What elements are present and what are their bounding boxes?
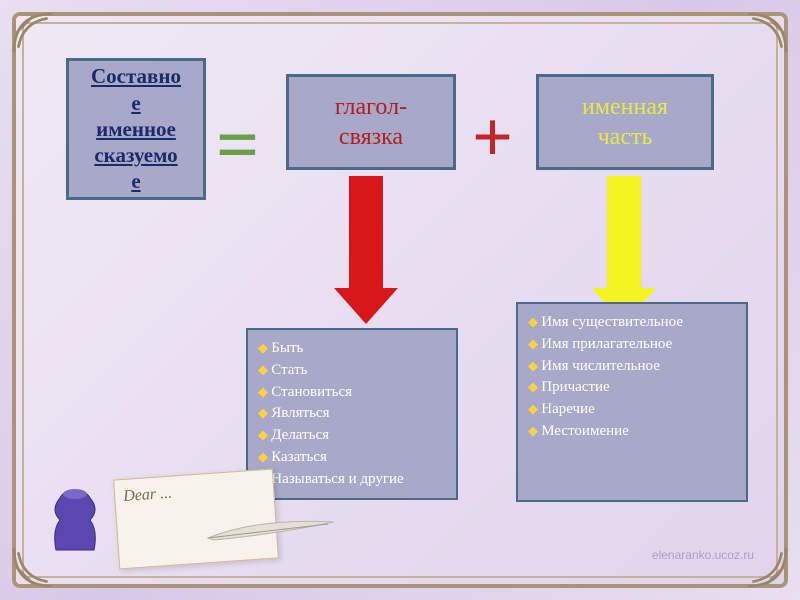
inkwell-icon <box>46 480 104 558</box>
list-item: Причастие <box>528 377 736 399</box>
list-item: Становиться <box>258 382 446 404</box>
watermark: elenaranko.ucoz.ru <box>652 548 754 562</box>
equals-symbol: = <box>216 102 259 189</box>
title-line: сказуемо <box>94 142 177 168</box>
nominal-list-box: Имя существительноеИмя прилагательноеИмя… <box>516 302 748 502</box>
title-line: е <box>131 90 140 116</box>
arrow-stem <box>349 176 383 288</box>
verb-list: БытьСтатьСтановитьсяЯвлятьсяДелатьсяКаза… <box>258 338 446 490</box>
list-item: Наречие <box>528 399 736 421</box>
list-item: Местоимение <box>528 421 736 443</box>
plus-sign: + <box>472 96 513 179</box>
verb-list-box: БытьСтатьСтановитьсяЯвлятьсяДелатьсяКаза… <box>246 328 458 500</box>
verb-linking-box: глагол- связка <box>286 74 456 170</box>
decorative-frame: Составно е именное сказуемо е = глагол- … <box>12 12 788 588</box>
arrow-stem <box>607 176 641 288</box>
plus-symbol: + <box>472 96 513 179</box>
arrow-head-icon <box>334 288 398 324</box>
list-item: Быть <box>258 338 446 360</box>
feather-icon <box>206 514 336 542</box>
title-box: Составно е именное сказуемо е <box>66 58 206 200</box>
title-line: е <box>131 168 140 194</box>
nominal-part-box: именная часть <box>536 74 714 170</box>
diagram-canvas: Составно е именное сказуемо е = глагол- … <box>16 16 784 584</box>
list-item: Имя существительное <box>528 312 736 334</box>
title-line: именное <box>96 116 176 142</box>
verb-line: глагол- <box>335 94 407 120</box>
equals-sign: = <box>216 102 259 189</box>
verb-line: связка <box>339 124 403 150</box>
list-item: Являться <box>258 403 446 425</box>
list-item: Делаться <box>258 425 446 447</box>
list-item: Имя числительное <box>528 356 736 378</box>
nominal-line: часть <box>598 124 653 150</box>
list-item: Казаться <box>258 447 446 469</box>
nominal-line: именная <box>582 94 668 120</box>
arrow-down-left <box>334 176 398 324</box>
nominal-list: Имя существительноеИмя прилагательноеИмя… <box>528 312 736 443</box>
title-line: Составно <box>91 63 181 89</box>
list-item: Имя прилагательное <box>528 334 736 356</box>
paper-text: Dear ... <box>123 485 173 506</box>
list-item: Называться и другие <box>258 469 446 491</box>
list-item: Стать <box>258 360 446 382</box>
